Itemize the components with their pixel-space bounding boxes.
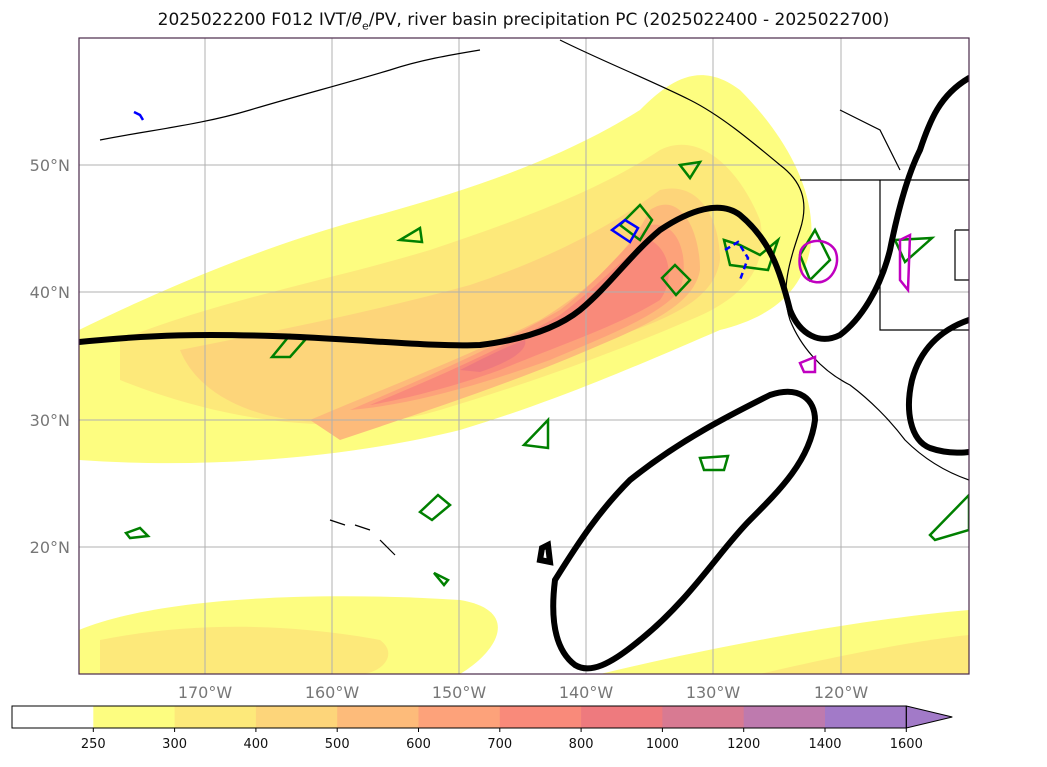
colorbar-label: 250 [81, 737, 106, 752]
theta-e-contours [123, 160, 969, 587]
pv-magenta-contours [798, 232, 912, 374]
ivt-shading [79, 75, 969, 674]
colorbar-frame [11, 705, 907, 729]
lat-label-50n: 50°N [30, 156, 70, 175]
colorbar-segment [825, 706, 907, 728]
colorbar-label: 500 [325, 737, 350, 752]
lon-label-170w: 170°W [178, 683, 233, 702]
colorbar-label: 700 [487, 737, 512, 752]
colorbar-segment [255, 706, 338, 728]
lon-label-140w: 140°W [559, 683, 614, 702]
lon-label-130w: 130°W [686, 683, 741, 702]
lon-label-160w: 160°W [305, 683, 360, 702]
colorbar-label: 800 [569, 737, 594, 752]
colorbar: 250 300 400 500 600 700 800 1000 1200 1400 1600 [11, 705, 953, 752]
longitude-labels: 170°W 160°W 150°W 140°W 130°W 120°W [178, 683, 869, 702]
colorbar-segment [499, 706, 582, 728]
colorbar-segment [93, 706, 176, 728]
coastlines [99, 39, 969, 556]
pv-blue-contours [133, 110, 750, 281]
colorbar-label: 600 [406, 737, 431, 752]
colorbar-segment [662, 706, 745, 728]
colorbar-label: 1200 [727, 737, 760, 752]
graticule [79, 38, 969, 674]
ivt-black-contours [79, 75, 969, 672]
lon-label-150w: 150°W [432, 683, 487, 702]
map-frame [78, 37, 970, 675]
colorbar-label: 1600 [890, 737, 923, 752]
colorbar-segment [337, 706, 419, 728]
colorbar-segment [581, 706, 663, 728]
lat-label-40n: 40°N [30, 283, 70, 302]
lon-label-120w: 120°W [814, 683, 869, 702]
latitude-labels: 50°N 40°N 30°N 20°N [30, 156, 70, 557]
lat-label-20n: 20°N [30, 538, 70, 557]
colorbar-label: 400 [243, 737, 268, 752]
colorbar-label: 1400 [808, 737, 841, 752]
colorbar-segment [418, 706, 501, 728]
map-title: 2025022200 F012 IVT/θe/PV, river basin p… [157, 10, 890, 33]
colorbar-segment [743, 706, 826, 728]
colorbar-segment [12, 706, 94, 728]
colorbar-label: 1000 [646, 737, 679, 752]
lat-label-30n: 30°N [30, 411, 70, 430]
colorbar-extend-arrow [905, 705, 953, 729]
colorbar-segment [174, 706, 257, 728]
colorbar-label: 300 [162, 737, 187, 752]
